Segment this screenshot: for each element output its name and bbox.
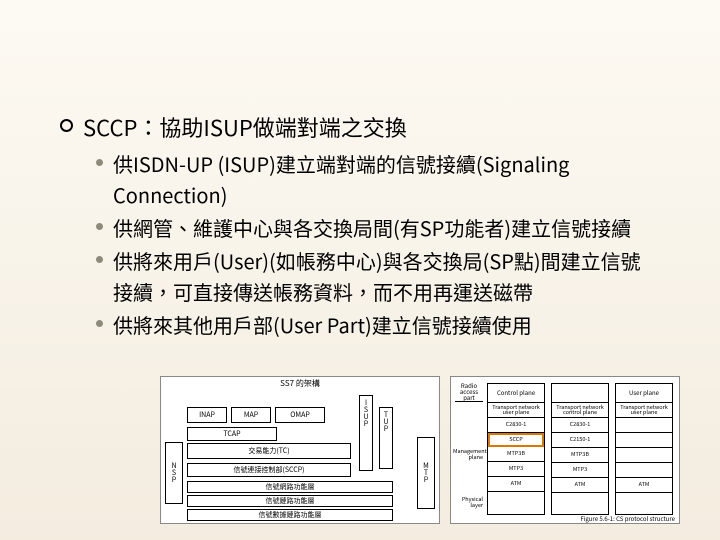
sub-bullet: 供將來其他用戶部(User Part)建立信號接續使用 [96,309,660,340]
d2-cell: C2830-1 [552,418,608,433]
d2-cell: C2830-1 [488,418,544,433]
d2-head [552,384,608,403]
d2-cell [616,418,672,433]
sub-text: 供網管、維護中心與各交換局間(有SP功能者)建立信號接續 [113,212,631,243]
solid-bullet-icon [96,223,103,230]
srnf-box: 信號鏈路功能層 [187,495,393,507]
solid-bullet-icon [96,159,103,166]
snlf-box: 信號網路功能層 [187,481,393,493]
map-box: MAP [231,407,271,423]
inap-box: INAP [187,407,227,423]
d2-cell-highlight: SCCP [488,433,544,447]
d2-cell [616,433,672,448]
d2-cell: Transport network user plane [616,403,672,418]
d2-head: User plane [616,384,672,403]
omap-box: OMAP [275,407,325,423]
sub-bullet-list: 供ISDN-UP (ISUP)建立端對端的信號接續(Signaling Conn… [96,148,660,340]
sub-text: 供ISDN-UP (ISUP)建立端對端的信號接續(Signaling Conn… [113,148,660,210]
d2-cell: Transport network user plane [488,403,544,418]
d2-cell: MTP3B [552,448,608,463]
sub-bullet: 供ISDN-UP (ISUP)建立端對端的信號接續(Signaling Conn… [96,148,660,210]
sub-text: 供將來其他用戶部(User Part)建立信號接續使用 [113,309,532,340]
d2-col-1: Control plane Transport network user pla… [487,383,545,515]
main-bullet-text: SCCP：協助ISUP做端對端之交換 [83,110,407,144]
isup-box: I S U P [359,395,373,471]
sccp-box: 信號連接控制部(SCCP) [187,463,351,477]
d2-cell: MTP3 [488,462,544,477]
d2-cell: ATM [552,478,608,493]
diagram1-title: SS7 的架構 [161,380,439,388]
tup-box: T U P [379,407,393,469]
sub-text: 供將來用戶(User)(如帳務中心)與各交換局(SP點)間建立信號接續，可直接傳… [113,245,660,307]
d2-cell: ATM [488,477,544,492]
d2-cell: MTP3B [488,447,544,462]
solid-bullet-icon [96,320,103,327]
sub-bullet: 供將來用戶(User)(如帳務中心)與各交換局(SP點)間建立信號接續，可直接傳… [96,245,660,307]
tcap-box: TCAP [187,427,277,441]
slide: SCCP：協助ISUP做端對端之交換 供ISDN-UP (ISUP)建立端對端的… [0,0,720,540]
d2-cell [616,463,672,478]
cs-protocol-diagram: Management plane Physical layer Radio ac… [450,376,680,524]
solid-bullet-icon [96,256,103,263]
d2-cell: C2150-1 [552,433,608,448]
text-content: SCCP：協助ISUP做端對端之交換 供ISDN-UP (ISUP)建立端對端的… [0,0,720,340]
mtp-box: M T P [417,437,435,509]
d2-cell [616,448,672,463]
d2-cell: Transport network control plane [552,403,608,418]
main-bullet: SCCP：協助ISUP做端對端之交換 [60,110,660,144]
d2-col-3: User plane Transport network user plane … [615,383,673,515]
diagram-row: SS7 的架構 N S P M T P I S U P T U P INAP M… [160,376,680,528]
ss7-architecture-diagram: SS7 的架構 N S P M T P I S U P T U P INAP M… [160,376,440,524]
d2-head: Control plane [488,384,544,403]
d2-col-2: Transport network control plane C2830-1 … [551,383,609,515]
d2-cell: MTP3 [552,463,608,478]
hollow-bullet-icon [60,119,73,132]
diagram2-caption: Figure 5.6-1: CS protocol structure [580,516,675,522]
sub-bullet: 供網管、維護中心與各交換局間(有SP功能者)建立信號接續 [96,212,660,243]
d2-head: Radio access part [455,383,483,402]
tc-box: 交易能力(TC) [187,443,351,459]
d2-col-0: Radio access part [455,383,483,515]
nsp-box: N S P [165,442,183,504]
d2-cell: ATM [616,478,672,493]
sdlf-box: 信號數據鏈路功能層 [187,509,393,521]
